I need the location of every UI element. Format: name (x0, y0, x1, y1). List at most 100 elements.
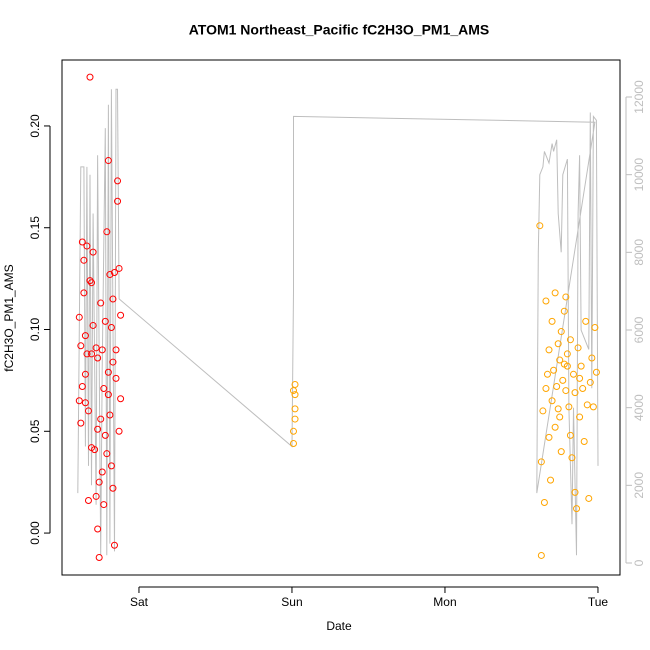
plot-frame (61, 59, 621, 576)
point (77, 419, 85, 427)
point (106, 271, 114, 279)
point (540, 499, 548, 507)
point (566, 431, 574, 439)
point (100, 385, 108, 393)
y2-tick-label: 6000 (632, 316, 646, 343)
point (536, 222, 544, 230)
point (548, 397, 556, 405)
point (560, 307, 568, 315)
point (543, 370, 551, 378)
point (103, 450, 111, 458)
point (289, 440, 297, 448)
point (547, 476, 555, 484)
point (107, 462, 115, 470)
point (106, 411, 114, 419)
point (291, 415, 299, 423)
point (576, 413, 584, 421)
point (95, 478, 103, 486)
point (100, 501, 108, 509)
point (78, 238, 86, 246)
point (289, 427, 297, 435)
point (551, 423, 559, 431)
y2-tick-label: 10000 (632, 158, 646, 192)
point (554, 405, 562, 413)
point (88, 350, 96, 358)
point (580, 437, 588, 445)
point (565, 403, 573, 411)
point (291, 391, 299, 399)
point (576, 374, 584, 382)
point (112, 346, 120, 354)
point (80, 289, 88, 297)
point (86, 277, 94, 285)
x-tick-label: Sun (281, 595, 302, 609)
point (115, 427, 123, 435)
point (109, 295, 117, 303)
y-tick-label: 0.00 (28, 521, 42, 545)
point (586, 378, 594, 386)
point (550, 366, 558, 374)
point (83, 242, 91, 250)
point (101, 317, 109, 325)
point (109, 358, 117, 366)
point (80, 256, 88, 264)
point (291, 405, 299, 413)
point (114, 197, 122, 205)
point (117, 311, 125, 319)
point (554, 340, 562, 348)
point (91, 446, 99, 454)
point (562, 387, 570, 395)
point (107, 323, 115, 331)
point (591, 323, 599, 331)
y2-tick-label: 0 (632, 559, 646, 566)
y2-tick-label: 8000 (632, 239, 646, 266)
point (568, 454, 576, 462)
point (104, 391, 112, 399)
point (571, 389, 579, 397)
x-axis-label: Date (326, 619, 352, 633)
point (545, 433, 553, 441)
point (573, 505, 581, 513)
point (104, 157, 112, 165)
point (110, 269, 118, 277)
point (95, 553, 103, 561)
point (89, 321, 97, 329)
point (84, 496, 92, 504)
point (556, 356, 564, 364)
point (98, 346, 106, 354)
point (94, 354, 102, 362)
point (582, 317, 590, 325)
y-tick-label: 0.15 (28, 216, 42, 240)
point (83, 350, 91, 358)
point (542, 385, 550, 393)
point (588, 354, 596, 362)
point (75, 313, 83, 321)
point (563, 362, 571, 370)
point (84, 407, 92, 415)
point (110, 541, 118, 549)
point (89, 248, 97, 256)
point (592, 368, 600, 376)
point (88, 279, 96, 287)
point (103, 228, 111, 236)
point (553, 383, 561, 391)
point (574, 344, 582, 352)
point (92, 344, 100, 352)
y-tick-label: 0.20 (28, 114, 42, 138)
point (94, 425, 102, 433)
x-tick-label: Tue (588, 595, 609, 609)
x-tick-label: Sat (130, 595, 149, 609)
point (557, 328, 565, 336)
point (537, 458, 545, 466)
point (81, 399, 89, 407)
point (98, 468, 106, 476)
y-tick-label: 0.10 (28, 318, 42, 342)
chart-title: ATOM1 Northeast_Pacific fC2H3O_PM1_AMS (189, 22, 490, 38)
point (112, 374, 120, 382)
point (551, 289, 559, 297)
point (86, 73, 94, 81)
point (114, 177, 122, 185)
point (583, 401, 591, 409)
